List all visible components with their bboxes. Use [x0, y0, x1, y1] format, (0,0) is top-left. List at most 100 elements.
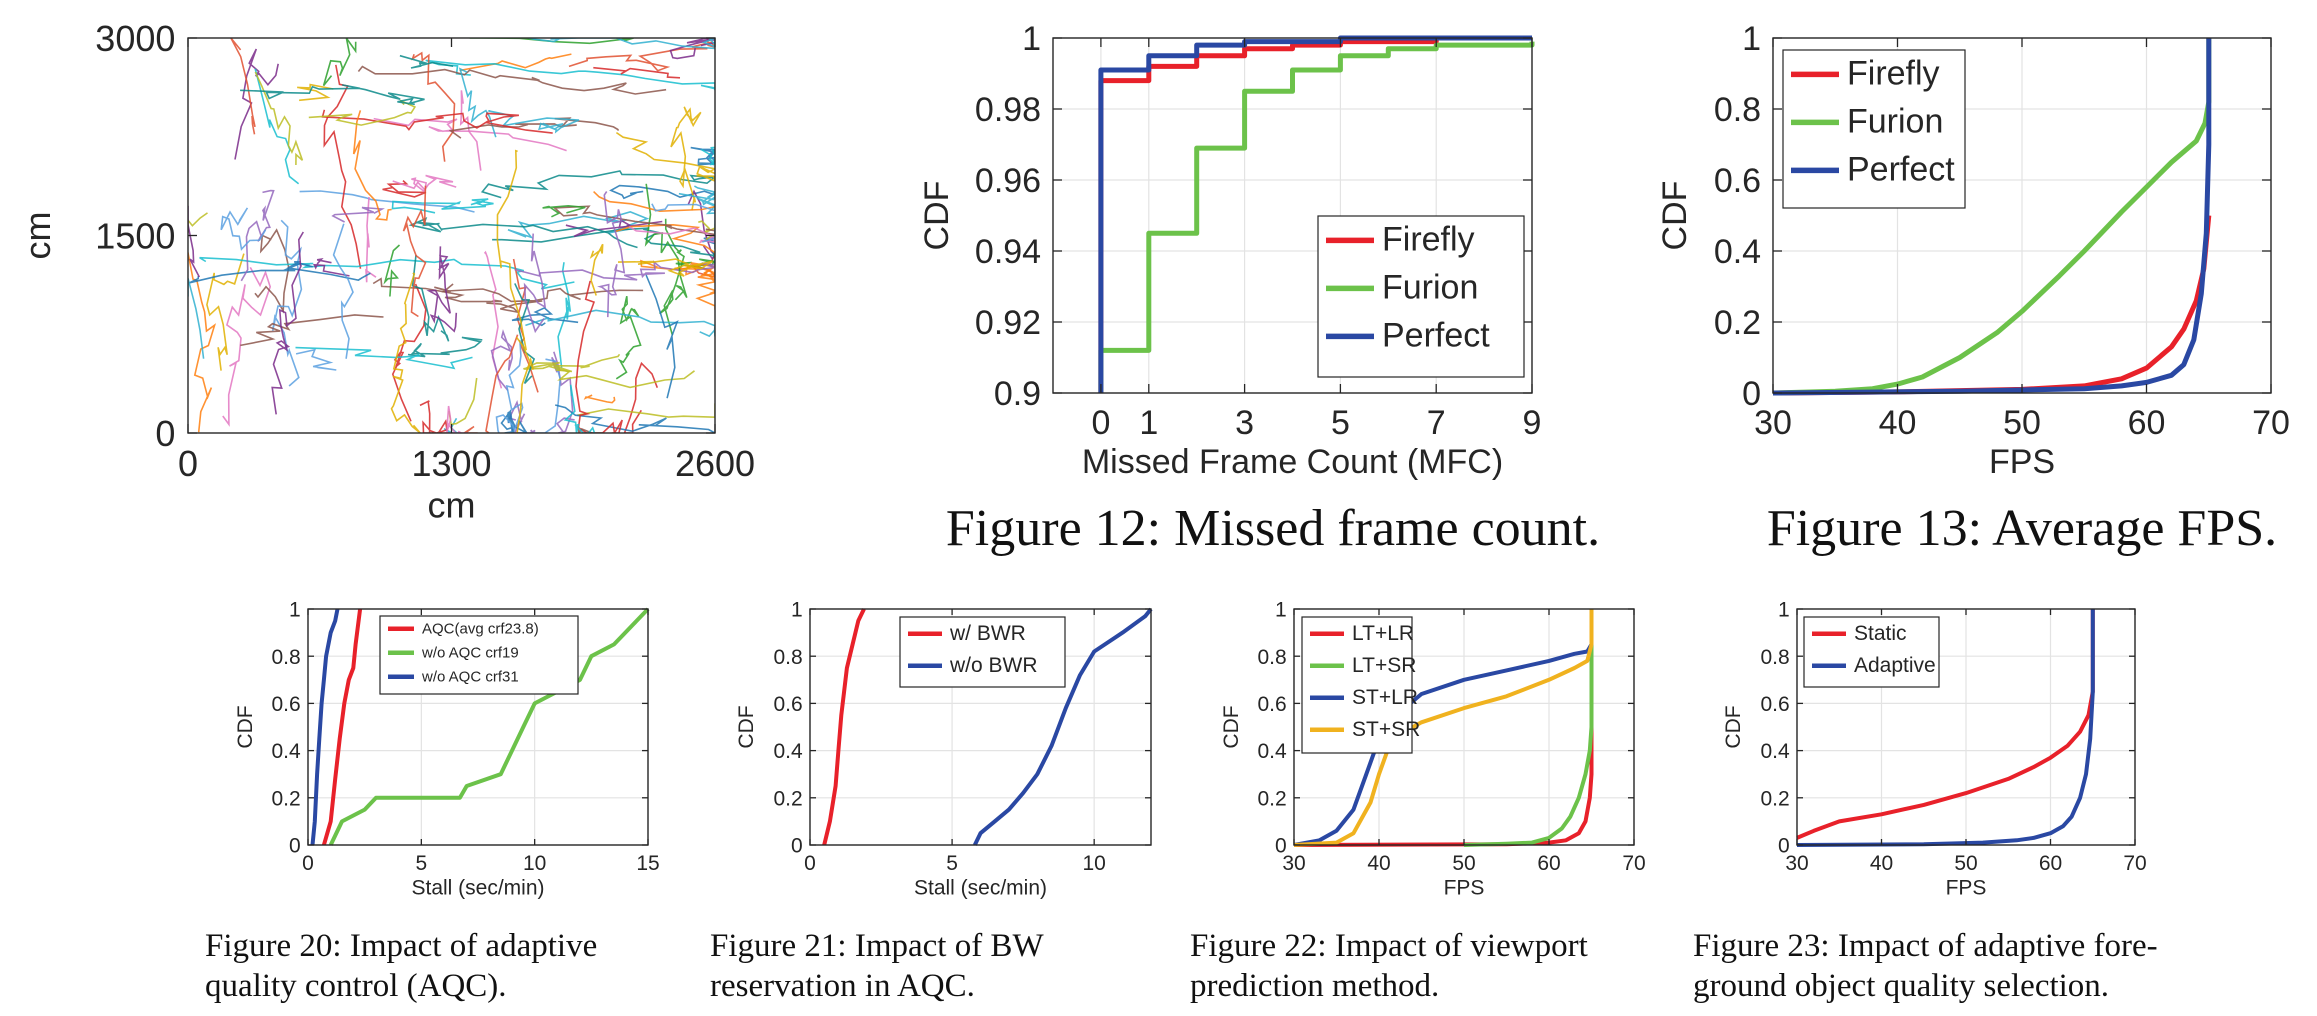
trajectory-path	[523, 233, 547, 334]
trajectory-path	[402, 185, 427, 318]
y-tick-label: 0	[1778, 835, 1790, 858]
y-tick-label: 0.2	[1760, 787, 1789, 810]
chart-fig20: 0 5 10 15 0 0.2 0.4 0.6 0.8 1 Stall (sec/min) CDF AQ…	[234, 599, 660, 900]
y-tick-label: 0.8	[1257, 646, 1286, 669]
x-tick-label: 15	[636, 852, 659, 875]
trajectory-path	[480, 170, 715, 199]
y-tick-label: 0.9	[994, 375, 1041, 413]
y-axis-label: CDF	[1656, 181, 1694, 251]
legend-label: Static	[1854, 622, 1907, 645]
trajectory-path	[399, 54, 454, 69]
y-tick-label: 0	[1742, 375, 1761, 413]
x-tick-label: 70	[2123, 852, 2146, 875]
y-tick-label: 0.92	[975, 304, 1041, 342]
series-line	[1772, 38, 2212, 396]
y-axis-label: CDF	[918, 181, 956, 251]
x-tick-label: 7	[1427, 404, 1446, 442]
trajectory-path	[615, 296, 642, 380]
y-tick-label: 0.8	[773, 646, 802, 669]
trajectory-path	[615, 223, 715, 258]
trajectory-path	[512, 258, 539, 393]
y-tick-label: 0.6	[1257, 693, 1286, 716]
axes-box	[809, 608, 1152, 846]
x-tick-label: 2600	[675, 443, 755, 484]
y-tick-label: 0.6	[271, 693, 300, 716]
series-line	[310, 608, 340, 846]
trajectory-path	[552, 205, 715, 236]
y-tick-label: 0.8	[1760, 646, 1789, 669]
x-tick-label: 60	[1537, 852, 1560, 875]
x-tick-label: 1300	[411, 443, 491, 484]
legend: Firefly Furion Perfect	[1317, 215, 1525, 378]
trajectory-path	[188, 205, 201, 278]
legend-label: LT+SR	[1352, 654, 1416, 677]
x-tick-label: 9	[1523, 404, 1542, 442]
y-tick-label: 1	[791, 599, 803, 622]
legend-label: w/o BWR	[949, 654, 1038, 677]
trajectory-path	[458, 67, 497, 138]
trajectory-path	[525, 309, 715, 338]
trajectory-path	[323, 64, 362, 269]
trajectory-path	[234, 48, 279, 160]
trajectory-path	[593, 191, 715, 213]
caption-fig23: ground object quality selection.	[1693, 968, 2109, 1004]
x-tick-label: 1	[1139, 404, 1158, 442]
trajectory-path	[644, 183, 688, 301]
y-tick-label: 1	[289, 599, 301, 622]
trajectory-path	[496, 149, 535, 433]
y-tick-label: 0.2	[773, 787, 802, 810]
x-tick-label: 0	[178, 443, 198, 484]
legend: LT+LR LT+SR ST+LR ST+SR	[1301, 616, 1420, 754]
trajectory-path	[483, 250, 503, 389]
y-axis-label: CDF	[1220, 705, 1243, 748]
x-axis-label: FPS	[1946, 876, 1987, 899]
y-axis-label: CDF	[735, 705, 758, 748]
caption-fig20: Figure 20: Impact of adaptive	[205, 928, 597, 964]
x-axis-label: FPS	[1444, 876, 1485, 899]
y-tick-label: 0.6	[1760, 693, 1789, 716]
trajectory-path	[383, 244, 401, 297]
legend-box	[1803, 616, 1940, 688]
y-tick-label: 0.2	[1714, 304, 1761, 342]
trajectory-path	[240, 84, 425, 106]
trajectory-path	[703, 233, 715, 249]
caption-fig22: prediction method.	[1190, 968, 1439, 1004]
x-tick-label: 0	[804, 852, 816, 875]
trajectory-path	[514, 283, 536, 384]
x-tick-label: 30	[1282, 852, 1305, 875]
caption-fig23: Figure 23: Impact of adaptive fore-	[1693, 928, 2158, 964]
caption-fig20: quality control (AQC).	[205, 968, 507, 1004]
series-line	[972, 607, 1153, 846]
trajectory-path	[553, 353, 621, 373]
x-axis-label: FPS	[1989, 443, 2055, 481]
x-tick-label: 30	[1754, 404, 1792, 442]
trajectory-path	[390, 272, 421, 433]
trajectory-path	[419, 400, 449, 433]
legend-label: w/ BWR	[949, 622, 1026, 645]
trajectory-path	[448, 377, 478, 426]
series-line	[321, 608, 363, 846]
x-tick-label: 0	[1091, 404, 1110, 442]
trajectory-path	[678, 185, 715, 215]
series-line	[1098, 41, 1535, 393]
x-tick-label: 5	[946, 852, 958, 875]
trajectory-path	[391, 198, 494, 214]
series-line	[328, 607, 650, 846]
y-tick-label: 0	[791, 835, 803, 858]
y-tick-label: 0	[155, 413, 175, 454]
y-tick-label: 1	[1275, 599, 1287, 622]
chart-fig13: 30 40 50 60 70 0 0.2 0.4 0.6 0.8 1 FPS CDF Firefly Fur…	[1656, 20, 2290, 481]
y-tick-label: 0.6	[1714, 162, 1761, 200]
trajectory-path	[331, 206, 385, 223]
x-axis-label: cm	[428, 485, 476, 526]
trajectory-path	[507, 211, 650, 239]
axes-box	[1052, 37, 1533, 394]
y-tick-label: 0.4	[1257, 740, 1287, 763]
trajectory-path	[206, 253, 245, 371]
trajectory-path	[534, 358, 562, 433]
trajectory-path	[490, 329, 514, 392]
caption-fig21: reservation in AQC.	[710, 968, 975, 1004]
trajectory-path	[408, 217, 638, 249]
